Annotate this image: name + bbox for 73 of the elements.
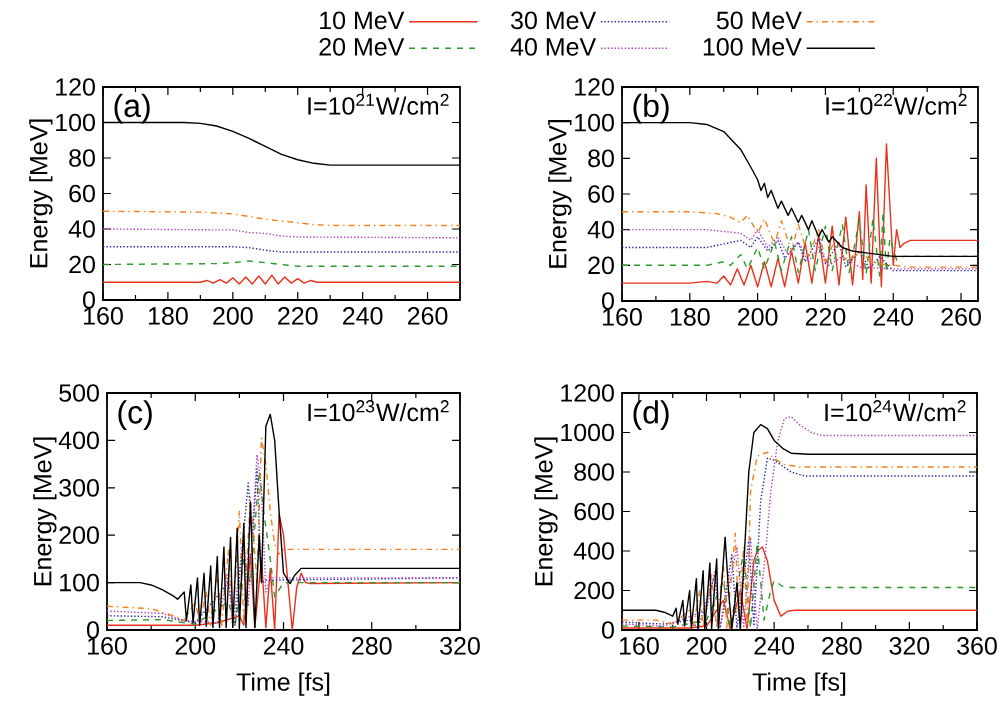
legend-label: 20 MeV bbox=[319, 38, 405, 56]
x-tick-label: 280 bbox=[352, 637, 392, 655]
x-axis-title: Time [fs] bbox=[236, 672, 330, 696]
x-tick-label: 320 bbox=[889, 637, 930, 655]
x-axis-title: Time [fs] bbox=[752, 672, 846, 696]
x-tick-label: 240 bbox=[754, 637, 795, 655]
x-tick-label: 160 bbox=[603, 308, 642, 326]
y-tick-label: 600 bbox=[574, 502, 614, 521]
y-tick-label: 60 bbox=[588, 185, 614, 203]
x-tick-label: 160 bbox=[84, 307, 123, 325]
x-tick-label: 200 bbox=[175, 637, 216, 655]
legend-label: 30 MeV bbox=[511, 11, 597, 30]
legend-label: 100 MeV bbox=[703, 38, 802, 56]
y-tick-label: 1200 bbox=[561, 384, 614, 402]
y-tick-label: 200 bbox=[59, 526, 99, 545]
x-tick-label: 240 bbox=[873, 308, 914, 326]
y-tick-label: 200 bbox=[574, 581, 614, 600]
y-tick-label: 40 bbox=[587, 220, 614, 239]
y-tick-label: 60 bbox=[69, 184, 95, 203]
x-tick-label: 260 bbox=[407, 307, 448, 325]
x-tick-label: 240 bbox=[343, 307, 383, 325]
y-tick-label: 100 bbox=[56, 113, 95, 132]
legend-label: 40 MeV bbox=[510, 38, 597, 56]
annotation: I=10$^{21}$W/cm$^{2}$ bbox=[308, 93, 449, 115]
x-tick-label: 160 bbox=[88, 637, 127, 655]
line-series bbox=[103, 228, 461, 239]
y-tick-label: 0 bbox=[87, 621, 99, 639]
legend-label: 10 MeV bbox=[320, 11, 405, 30]
y-axis-title: Energy [MeV] bbox=[548, 120, 572, 268]
y-tick-label: 0 bbox=[602, 292, 614, 310]
annotation: (c) bbox=[118, 400, 152, 430]
y-tick-label: 400 bbox=[573, 542, 614, 560]
x-tick-label: 180 bbox=[148, 307, 188, 325]
y-axis-title: Energy [MeV] bbox=[534, 437, 558, 586]
y-tick-label: 120 bbox=[575, 78, 614, 96]
x-tick-label: 280 bbox=[822, 637, 862, 655]
x-tick-label: 160 bbox=[619, 637, 659, 655]
x-tick-label: 180 bbox=[670, 308, 710, 326]
annotation: I=10$^{23}$W/cm$^{2}$ bbox=[308, 400, 449, 422]
y-tick-label: 100 bbox=[60, 573, 99, 592]
y-tick-label: 120 bbox=[56, 78, 95, 96]
annotation: I=10$^{24}$W/cm$^{2}$ bbox=[825, 400, 966, 422]
y-tick-label: 300 bbox=[59, 478, 99, 497]
x-tick-label: 240 bbox=[263, 637, 304, 655]
x-tick-label: 200 bbox=[213, 307, 253, 325]
y-tick-label: 80 bbox=[69, 149, 95, 167]
y-tick-label: 80 bbox=[588, 149, 614, 168]
y-tick-label: 0 bbox=[83, 291, 95, 309]
line-series bbox=[622, 143, 978, 288]
x-tick-label: 220 bbox=[278, 307, 318, 325]
x-tick-label: 220 bbox=[805, 308, 846, 326]
x-tick-label: 260 bbox=[941, 308, 981, 326]
y-tick-label: 20 bbox=[69, 255, 95, 274]
x-tick-label: 200 bbox=[738, 308, 778, 326]
annotation: (b) bbox=[633, 93, 669, 124]
y-tick-label: 20 bbox=[588, 256, 614, 275]
x-tick-label: 200 bbox=[686, 637, 727, 655]
y-tick-label: 800 bbox=[574, 463, 614, 481]
annotation: I=10$^{22}$W/cm$^{2}$ bbox=[826, 93, 967, 115]
y-axis-title: Energy [MeV] bbox=[33, 437, 57, 586]
x-tick-label: 360 bbox=[957, 637, 997, 655]
line-series bbox=[622, 228, 978, 270]
y-tick-label: 400 bbox=[58, 431, 99, 450]
y-tick-label: 40 bbox=[68, 220, 95, 238]
y-axis-title: Energy [MeV] bbox=[29, 119, 53, 268]
legend-label: 50 MeV bbox=[716, 11, 802, 30]
y-tick-label: 0 bbox=[602, 621, 614, 639]
y-tick-label: 1000 bbox=[561, 423, 614, 442]
y-tick-label: 100 bbox=[575, 113, 614, 132]
annotation: (a) bbox=[114, 93, 150, 124]
annotation: (d) bbox=[633, 400, 669, 430]
x-tick-label: 320 bbox=[440, 637, 480, 655]
y-tick-label: 500 bbox=[59, 384, 99, 402]
